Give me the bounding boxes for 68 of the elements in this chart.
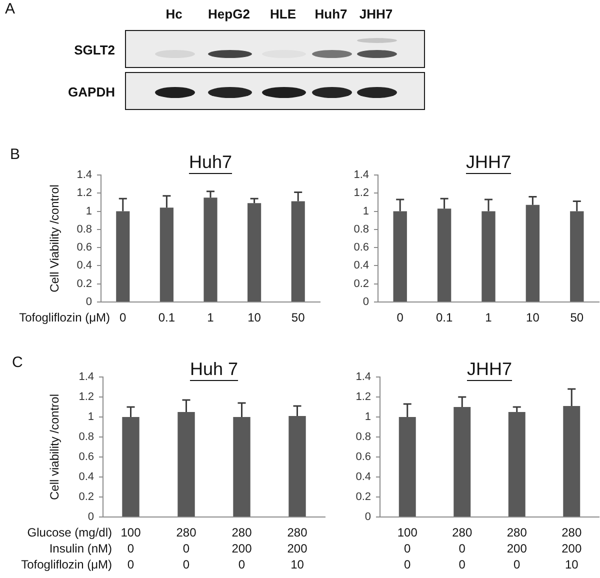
category-label: Huh7: [314, 6, 348, 22]
category-label: GAPDH: [68, 84, 115, 100]
y-tick-label: 0: [86, 296, 92, 308]
y-tick-label: 1: [364, 411, 371, 424]
y-tick-label: 0.8: [354, 223, 369, 236]
x-tick-label: 100 0 0: [397, 525, 418, 572]
x-tick-label: 50: [291, 310, 306, 324]
y-tick-label: 0.8: [78, 431, 94, 444]
x-tick-label: 0.1: [158, 310, 176, 324]
chart-title: Huh 7: [190, 358, 238, 379]
text: C: [12, 354, 23, 372]
x-axis-title: Tofogliflozin (μM): [19, 310, 110, 324]
x-tick-label: 1: [485, 310, 492, 324]
y-tick-label: 0.2: [354, 278, 369, 290]
y-tick-label: 0.6: [78, 451, 94, 464]
x-tick-label: 280 200 0: [506, 525, 528, 572]
y-tick-label: 1.4: [78, 371, 94, 384]
y-tick-label: 1: [86, 205, 92, 218]
category-label: HepG2: [208, 6, 250, 22]
y-axis-title: Cell viability /control: [47, 394, 62, 500]
x-tick-label: 50: [570, 310, 584, 324]
y-tick-label: 0.4: [76, 260, 92, 272]
y-tick-label: 1.2: [76, 187, 92, 200]
chart-title: JHH7: [466, 358, 512, 379]
y-tick-label: 0.4: [354, 260, 369, 272]
x-axis-title: Glucose (mg/dl) Insulin (nM) Tofogliflozin (μM): [21, 525, 112, 572]
y-tick-label: 0.2: [78, 491, 94, 504]
category-label: JHH7: [359, 6, 393, 22]
x-tick-label: 0.1: [436, 310, 453, 324]
x-tick-label: 1: [207, 310, 214, 324]
y-tick-label: 0.4: [356, 471, 371, 484]
x-tick-label: 100 0 0: [120, 525, 142, 572]
x-tick-label: 0: [120, 310, 127, 324]
y-tick-label: 1: [88, 411, 94, 424]
y-tick-label: 0.8: [76, 223, 92, 236]
x-tick-label: 280 200 0: [232, 525, 252, 572]
y-tick-label: 0: [364, 511, 371, 524]
y-tick-label: 1.4: [356, 371, 371, 384]
x-tick-label: 280 200 10: [562, 525, 582, 572]
category-label: SGLT2: [74, 42, 115, 58]
category-label: Hc: [166, 6, 182, 22]
y-tick-label: 0.2: [356, 491, 371, 504]
y-tick-label: 0: [88, 511, 94, 524]
text: B: [10, 146, 20, 164]
y-tick-label: 1: [362, 205, 369, 218]
y-tick-label: 1.4: [76, 169, 92, 182]
x-tick-label: 10: [248, 310, 262, 324]
y-tick-label: 0.4: [78, 471, 94, 484]
x-tick-label: 280 200 10: [287, 525, 308, 572]
y-tick-label: 1.2: [78, 391, 94, 404]
y-tick-label: 1.4: [354, 169, 369, 182]
y-tick-label: 0.2: [76, 278, 92, 290]
y-tick-label: 0.6: [354, 242, 369, 254]
x-tick-label: 280 0 0: [452, 525, 472, 572]
y-tick-label: 0: [362, 296, 369, 308]
x-tick-label: 280 0 0: [176, 525, 197, 572]
category-label: HLE: [270, 6, 296, 22]
y-tick-label: 1.2: [354, 187, 369, 200]
y-axis-title: Cell Viability /control: [47, 184, 62, 292]
x-tick-label: 10: [526, 310, 540, 324]
y-tick-label: 0.6: [356, 451, 371, 464]
text: A: [5, 0, 16, 18]
x-tick-label: 0: [396, 310, 404, 324]
chart-title: JHH7: [466, 152, 512, 172]
y-tick-label: 0.6: [76, 242, 92, 254]
y-tick-label: 1.2: [356, 391, 371, 404]
chart-title: Huh7: [188, 152, 232, 172]
y-tick-label: 0.8: [356, 431, 371, 444]
